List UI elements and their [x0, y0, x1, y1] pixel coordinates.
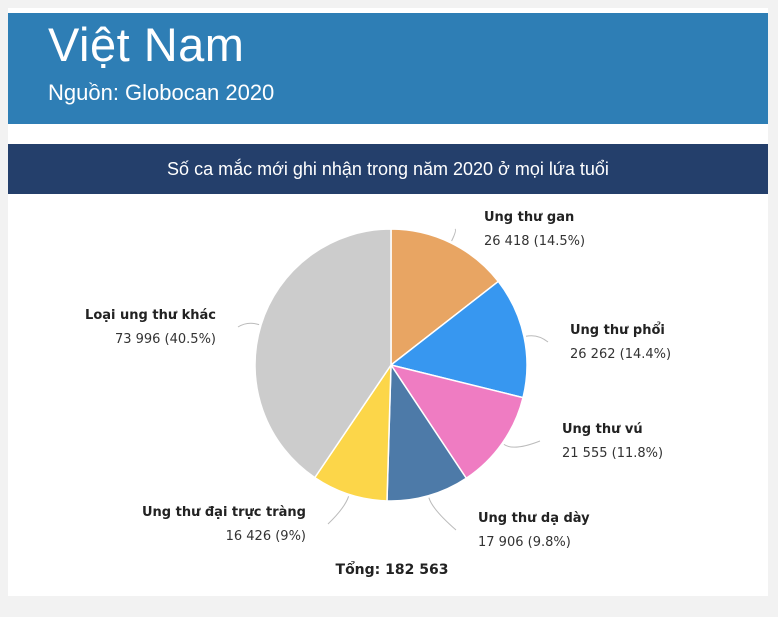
slice-value-label: 21 555 (11.8%) — [562, 446, 663, 461]
leader-line-4 — [428, 497, 457, 531]
total-label: Tổng: 182 563 — [336, 561, 449, 578]
pie-slices — [254, 228, 528, 502]
leader-line-1 — [451, 228, 456, 242]
slice-value-label: 26 418 (14.5%) — [484, 234, 585, 249]
slice-name-label: Ung thư gan — [484, 210, 574, 225]
pie-slice-2 — [389, 280, 528, 399]
leader-lines — [237, 228, 549, 531]
leader-line-3 — [503, 440, 541, 448]
slice-name-label: Ung thư vú — [562, 422, 643, 437]
chart-banner: Số ca mắc mới ghi nhận trong năm 2020 ở … — [8, 144, 768, 194]
pie-slice-1 — [390, 228, 500, 367]
slice-name-label: Ung thư phổi — [570, 322, 665, 338]
slice-name-label: Loại ung thư khác — [85, 308, 216, 323]
slice-value-label: 17 906 (9.8%) — [478, 535, 571, 550]
slice-value-label: 73 996 (40.5%) — [115, 332, 216, 347]
slice-value-label: 26 262 (14.4%) — [570, 347, 671, 362]
pie-slice-6 — [254, 228, 392, 479]
slice-value-label: 16 426 (9%) — [226, 529, 306, 544]
leader-line-6 — [237, 322, 260, 328]
slice-labels: Ung thư gan 26 418 (14.5%) Ung thư phổi 26 … — [85, 210, 671, 550]
chart-banner-text: Số ca mắc mới ghi nhận trong năm 2020 ở … — [167, 159, 609, 179]
header-panel: Việt Nam Nguồn: Globocan 2020 — [8, 13, 768, 124]
slice-name-label: Ung thư đại trực tràng — [142, 505, 306, 520]
pie-chart: Ung thư gan 26 418 (14.5%) Ung thư phổi 26 … — [85, 210, 671, 578]
chart-card: Việt Nam Nguồn: Globocan 2020 Số ca mắc … — [8, 8, 768, 596]
page-title: Việt Nam — [48, 18, 245, 71]
bottom-strip — [0, 600, 778, 617]
slice-name-label: Ung thư dạ dày — [478, 511, 590, 526]
pie-slice-3 — [389, 363, 524, 480]
pie-slice-4 — [386, 362, 468, 502]
page-subtitle: Nguồn: Globocan 2020 — [48, 80, 275, 105]
leader-line-2 — [525, 335, 549, 343]
leader-line-5 — [327, 496, 350, 525]
